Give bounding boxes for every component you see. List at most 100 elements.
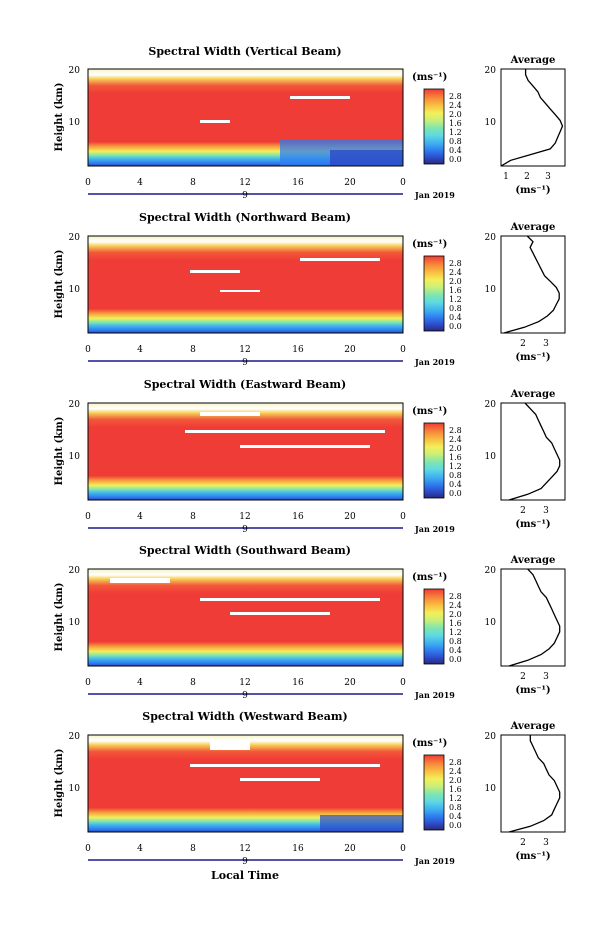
day-label: 9: [242, 691, 248, 701]
x-tick: 12: [239, 678, 250, 688]
colorbar-tick: 0.8: [449, 471, 462, 480]
average-x-tick: 1: [503, 172, 509, 182]
heatmap-white-gap: [110, 578, 170, 583]
colorbar-tick: 1.2: [449, 628, 462, 637]
y-tick: 20: [69, 233, 81, 243]
month-label: Jan 2019: [414, 357, 455, 367]
x-tick: 8: [190, 345, 196, 355]
panel-eastward: Spectral Width (Eastward Beam) 20 10 Hei…: [54, 378, 566, 535]
colorbar: (ms⁻¹) 2.8 2.4 2.0 1.6 1.2 0.8 0.4 0.0: [412, 572, 462, 665]
y-axis-label: Height (km): [54, 250, 65, 319]
colorbar-tick: 2.0: [449, 277, 462, 286]
x-tick: 0: [85, 678, 91, 688]
colorbar: (ms⁻¹) 2.8 2.4 2.0 1.6 1.2 0.8 0.4 0.0: [412, 406, 462, 499]
y-tick: 10: [69, 784, 81, 794]
average-y-tick: 20: [485, 233, 497, 243]
average-x-tick: 2: [520, 838, 526, 848]
y-tick: 20: [69, 400, 81, 410]
colorbar-scale: [423, 422, 445, 499]
colorbar-tick: 0.4: [449, 313, 462, 322]
average-profile-line: [503, 235, 560, 334]
heatmap-white-gap: [300, 258, 380, 261]
average-y-tick: 20: [485, 732, 497, 742]
heatmap-white-gap: [210, 740, 250, 750]
average-y-tick: 10: [485, 618, 497, 628]
panel-title: Spectral Width (Westward Beam): [142, 710, 347, 723]
x-tick: 20: [344, 844, 356, 854]
x-tick: 12: [239, 512, 250, 522]
month-label: Jan 2019: [414, 190, 455, 200]
heatmap-white-gap: [230, 612, 330, 615]
average-plot: Average 20 10 2 3 (ms⁻¹): [485, 555, 566, 696]
colorbar-tick: 2.8: [449, 92, 462, 101]
colorbar-scale: [423, 588, 445, 665]
x-axis: 0 4 8 12 16 20 0 9 Jan 2019: [85, 512, 455, 535]
colorbar-tick: 0.4: [449, 480, 462, 489]
heatmap-white-gap: [185, 430, 385, 433]
x-tick: 8: [190, 178, 196, 188]
panel-title: Spectral Width (Northward Beam): [139, 211, 351, 224]
average-y-tick: 10: [485, 784, 497, 794]
y-tick: 10: [69, 618, 81, 628]
colorbar-tick: 1.6: [449, 453, 462, 462]
colorbar-tick: 0.8: [449, 137, 462, 146]
x-tick: 0: [85, 178, 91, 188]
y-axis-label: Height (km): [54, 749, 65, 818]
average-title: Average: [510, 222, 556, 233]
colorbar-tick: 2.4: [449, 435, 462, 444]
panel-title: Spectral Width (Eastward Beam): [144, 378, 346, 391]
colorbar-tick: 2.8: [449, 426, 462, 435]
heatmap-white-gap: [200, 120, 230, 123]
average-x-tick: 3: [543, 506, 549, 516]
x-tick: 4: [137, 178, 143, 188]
colorbar-tick: 1.6: [449, 119, 462, 128]
x-tick: 8: [190, 678, 196, 688]
heatmap-frame: [87, 402, 404, 501]
average-y-tick: 20: [485, 566, 497, 576]
average-x-tick: 2: [520, 672, 526, 682]
x-tick: 0: [400, 512, 406, 522]
colorbar-tick: 1.6: [449, 619, 462, 628]
colorbar-tick: 2.0: [449, 776, 462, 785]
colorbar-tick: 1.2: [449, 794, 462, 803]
x-tick: 12: [239, 345, 250, 355]
day-label: 9: [242, 525, 248, 535]
x-tick: 12: [239, 178, 250, 188]
colorbar-unit: (ms⁻¹): [412, 72, 447, 83]
x-tick: 0: [400, 844, 406, 854]
x-tick: 16: [292, 844, 304, 854]
colorbar-tick: 1.6: [449, 286, 462, 295]
day-label: 9: [242, 358, 248, 368]
colorbar-unit: (ms⁻¹): [412, 738, 447, 749]
average-y-tick: 20: [485, 400, 497, 410]
x-tick: 16: [292, 178, 304, 188]
colorbar-tick: 0.8: [449, 637, 462, 646]
average-unit: (ms⁻¹): [515, 685, 550, 696]
y-tick: 10: [69, 118, 81, 128]
x-tick: 20: [344, 178, 356, 188]
y-axis-label: Height (km): [54, 83, 65, 152]
average-y-tick: 10: [485, 452, 497, 462]
colorbar-tick: 0.4: [449, 146, 462, 155]
colorbar-unit: (ms⁻¹): [412, 406, 447, 417]
heatmap: [88, 403, 403, 500]
colorbar-tick: 0.8: [449, 304, 462, 313]
x-tick: 0: [85, 512, 91, 522]
heatmap-blue-patch-2: [330, 150, 403, 166]
average-plot: Average 20 10 1 2 3 (ms⁻¹): [485, 55, 566, 196]
panel-northward: Spectral Width (Northward Beam) 20 10 He…: [54, 211, 566, 368]
x-axis: 0 4 8 12 16 20 0 9 Jan 2019: [85, 178, 455, 201]
colorbar: (ms⁻¹) 2.8 2.4 2.0 1.6 1.2 0.8 0.4 0.0: [412, 239, 462, 332]
heatmap-white-gap: [290, 96, 350, 99]
colorbar-scale: [423, 88, 445, 165]
average-y-tick: 10: [485, 118, 497, 128]
average-x-tick: 2: [520, 506, 526, 516]
y-tick: 10: [69, 452, 81, 462]
y-tick: 20: [69, 66, 81, 76]
x-tick: 4: [137, 844, 143, 854]
heatmap-white-gap: [190, 270, 240, 273]
x-tick: 0: [400, 345, 406, 355]
colorbar-scale: [423, 754, 445, 831]
x-axis: 0 4 8 12 16 20 0 9 Jan 2019: [85, 345, 455, 368]
